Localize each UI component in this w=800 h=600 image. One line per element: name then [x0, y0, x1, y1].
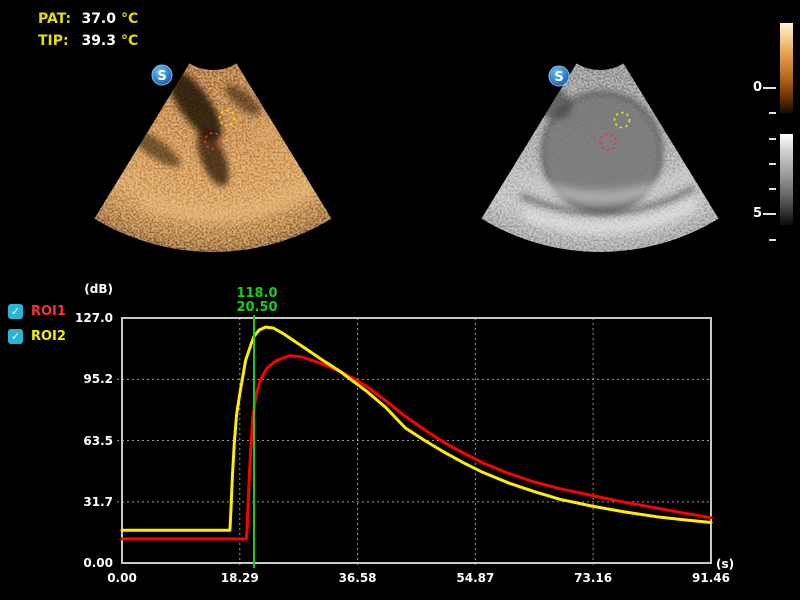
colorbar-grayscale — [780, 134, 793, 225]
y-tick-label: 0.00 — [83, 556, 113, 570]
plot-frame — [121, 317, 712, 564]
time-intensity-chart — [117, 315, 713, 568]
roi1-marker-right — [599, 133, 617, 151]
depth-scale-ticks — [763, 87, 776, 241]
roi1-label: ROI1 — [31, 303, 66, 319]
x-tick-label: 73.16 — [574, 571, 613, 585]
x-tick-label: 91.46 — [692, 571, 730, 585]
pat-label: PAT: — [38, 11, 72, 27]
roi2-label: ROI2 — [31, 328, 66, 344]
depth-scale-bottom-label: 5 — [752, 206, 762, 221]
pat-value: 37.0 — [81, 11, 116, 27]
vendor-logo-right: S — [548, 65, 570, 87]
y-tick-label: 31.7 — [83, 494, 113, 509]
patient-temperature: PAT: 37.0 °C — [38, 8, 138, 30]
roi2-checkbox[interactable]: ✓ — [8, 328, 23, 344]
x-tick-label: 54.87 — [456, 571, 495, 585]
y-tick-label: 127.0 — [75, 311, 113, 325]
ultrasound-image-contrast[interactable]: S — [85, 55, 345, 265]
y-tick-label: 95.2 — [83, 372, 113, 387]
roi2-marker-left — [218, 109, 236, 127]
depth-scale-top-label: 0 — [752, 80, 762, 95]
temperature-readout: PAT: 37.0 °C TIP: 39.3 °C — [38, 8, 138, 52]
cursor-readout: 118.0 20.50 — [236, 287, 277, 315]
roi2-marker-right — [613, 111, 631, 129]
colorbar-contrast — [780, 23, 793, 113]
tip-value: 39.3 — [81, 33, 116, 49]
svg-text:S: S — [157, 69, 166, 84]
vendor-logo-left: S — [151, 64, 173, 86]
ultrasound-image-bmode[interactable]: S — [472, 55, 732, 265]
cursor-time: 20.50 — [236, 300, 278, 315]
svg-text:S: S — [554, 70, 563, 85]
x-axis-unit: (s) — [716, 557, 735, 571]
legend-item-roi1: ✓ ROI1 — [8, 303, 66, 319]
tip-unit: °C — [121, 33, 139, 49]
x-tick-label: 36.58 — [338, 571, 377, 585]
legend-item-roi2: ✓ ROI2 — [8, 328, 66, 344]
y-tick-label: 63.5 — [83, 433, 113, 448]
x-tick-label: 0.00 — [107, 571, 137, 585]
pat-unit: °C — [121, 11, 139, 27]
cursor-value: 118.0 — [236, 286, 278, 301]
tip-temperature: TIP: 39.3 °C — [38, 30, 138, 52]
roi1-checkbox[interactable]: ✓ — [8, 303, 23, 319]
y-axis-unit: (dB) — [84, 282, 113, 296]
x-tick-label: 18.29 — [220, 571, 259, 585]
tip-label: TIP: — [38, 33, 69, 49]
series-roi2 — [120, 325, 713, 532]
roi1-marker-left — [204, 132, 222, 150]
series-roi1 — [120, 354, 713, 541]
